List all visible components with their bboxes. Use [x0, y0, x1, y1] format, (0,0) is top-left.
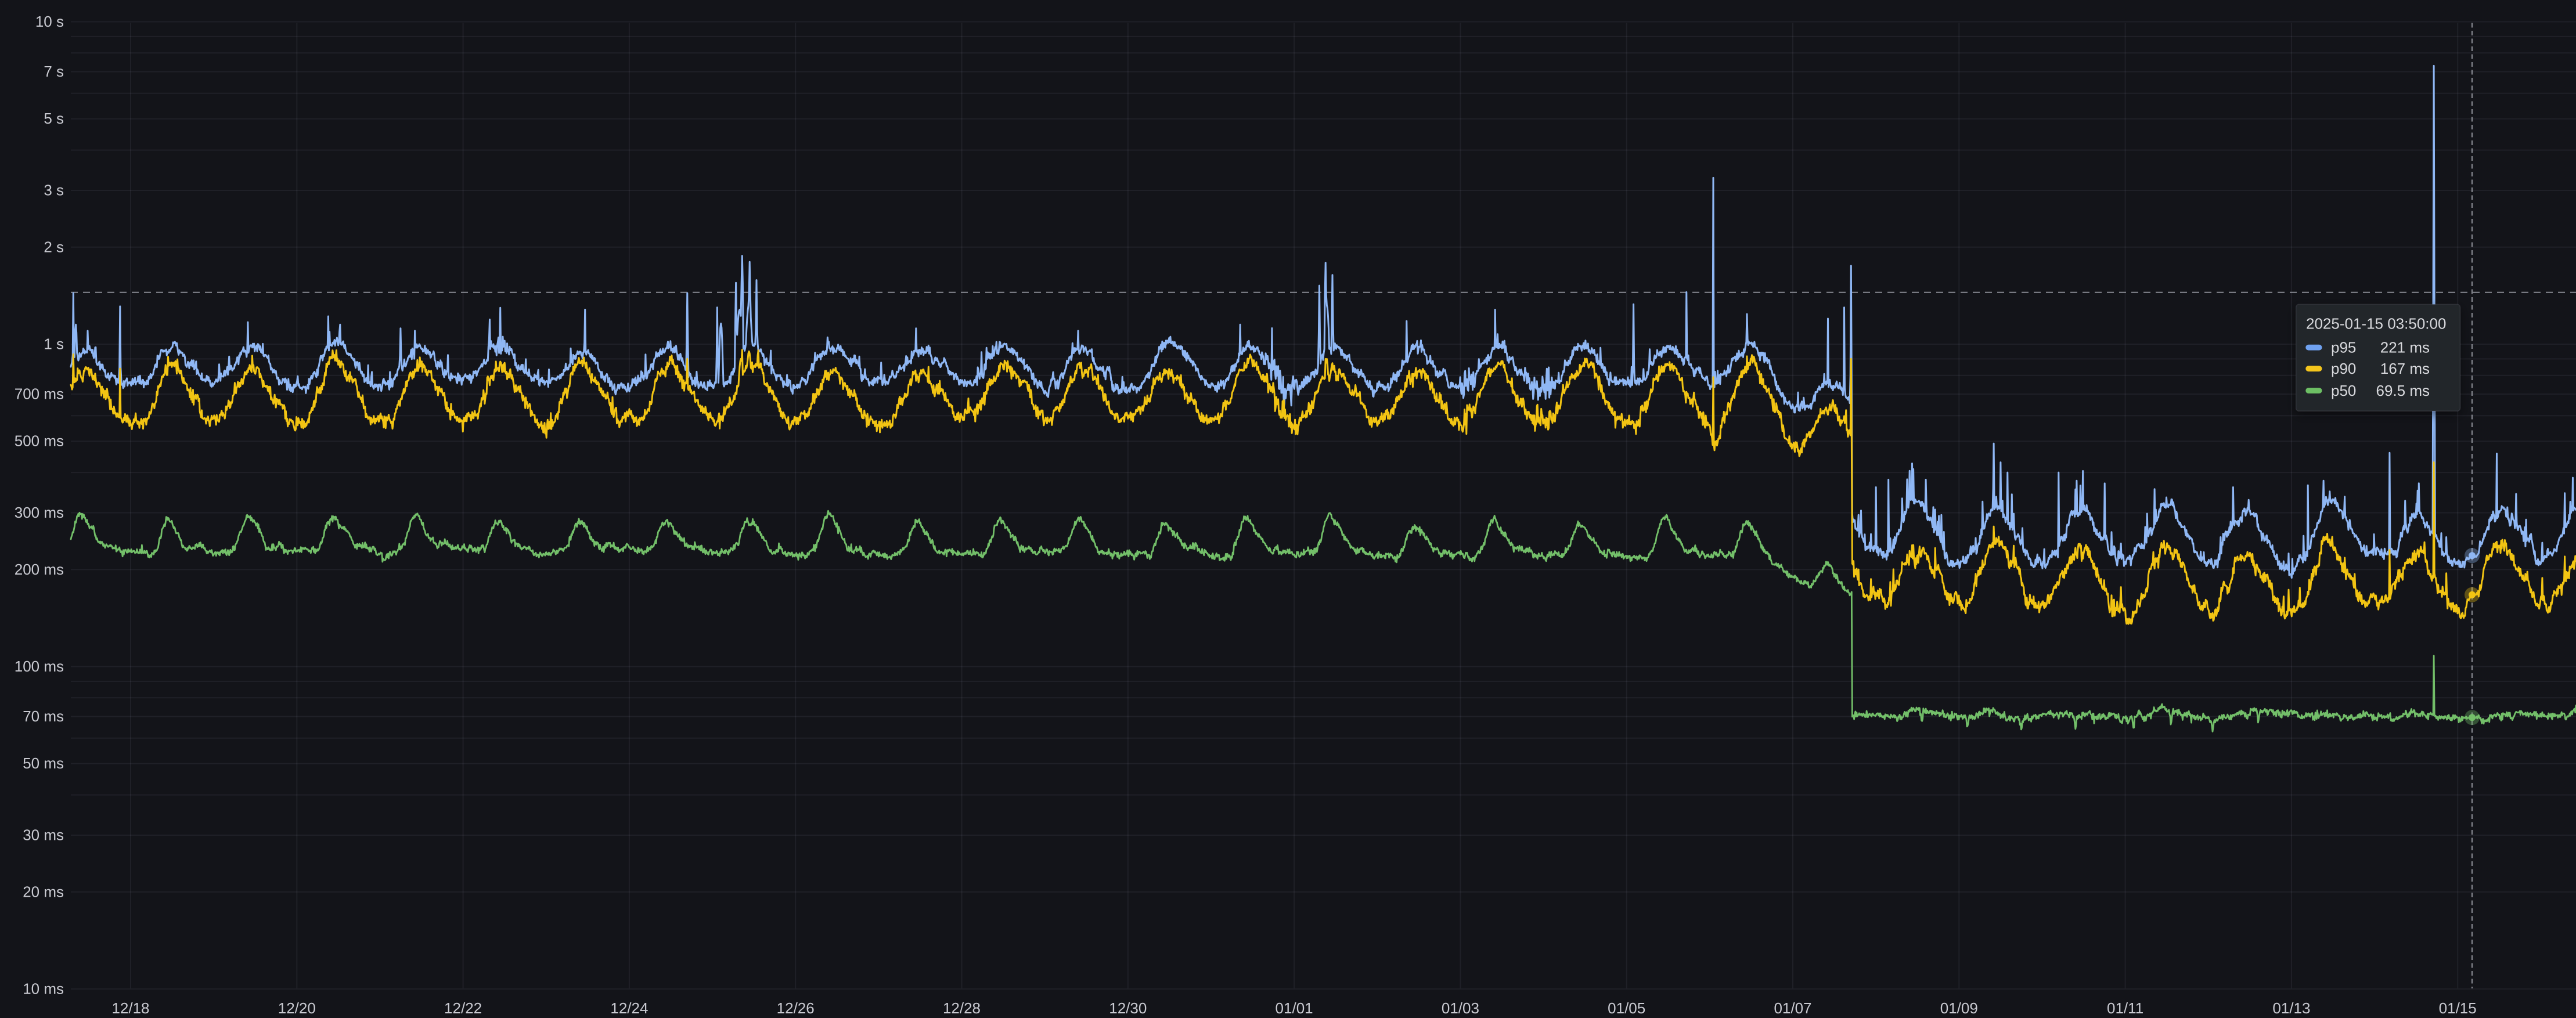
svg-text:01/07: 01/07: [1774, 999, 1811, 1017]
svg-text:12/28: 12/28: [943, 999, 981, 1017]
svg-text:12/18: 12/18: [111, 999, 149, 1017]
svg-text:5 s: 5 s: [44, 110, 64, 127]
svg-text:69.5 ms: 69.5 ms: [2376, 382, 2430, 399]
svg-text:3 s: 3 s: [44, 182, 64, 199]
svg-text:12/20: 12/20: [278, 999, 316, 1017]
svg-text:12/22: 12/22: [444, 999, 482, 1017]
svg-text:01/13: 01/13: [2272, 999, 2310, 1017]
svg-text:50 ms: 50 ms: [23, 755, 64, 772]
svg-text:01/03: 01/03: [1442, 999, 1479, 1017]
svg-text:01/15: 01/15: [2439, 999, 2477, 1017]
svg-text:2 s: 2 s: [44, 238, 64, 255]
svg-text:221 ms: 221 ms: [2380, 339, 2430, 356]
svg-text:12/24: 12/24: [610, 999, 648, 1017]
svg-text:10 s: 10 s: [35, 13, 64, 30]
svg-text:200 ms: 200 ms: [15, 561, 64, 578]
svg-text:7 s: 7 s: [44, 63, 64, 80]
svg-text:12/26: 12/26: [777, 999, 815, 1017]
svg-text:500 ms: 500 ms: [15, 432, 64, 450]
svg-text:12/30: 12/30: [1109, 999, 1147, 1017]
svg-text:01/09: 01/09: [1940, 999, 1978, 1017]
svg-text:01/01: 01/01: [1276, 999, 1313, 1017]
svg-text:10 ms: 10 ms: [23, 980, 64, 998]
svg-text:p95: p95: [2331, 339, 2356, 356]
svg-text:100 ms: 100 ms: [15, 658, 64, 675]
svg-text:p50: p50: [2331, 382, 2356, 399]
svg-text:70 ms: 70 ms: [23, 707, 64, 725]
svg-text:2025-01-15 03:50:00: 2025-01-15 03:50:00: [2306, 315, 2446, 333]
svg-text:1 s: 1 s: [44, 335, 64, 353]
svg-text:300 ms: 300 ms: [15, 504, 64, 521]
svg-text:20 ms: 20 ms: [23, 883, 64, 900]
svg-text:01/11: 01/11: [2107, 999, 2143, 1017]
svg-text:167 ms: 167 ms: [2380, 360, 2430, 377]
svg-text:30 ms: 30 ms: [23, 826, 64, 844]
svg-text:700 ms: 700 ms: [15, 385, 64, 403]
svg-text:01/05: 01/05: [1608, 999, 1645, 1017]
svg-text:p90: p90: [2331, 360, 2356, 377]
